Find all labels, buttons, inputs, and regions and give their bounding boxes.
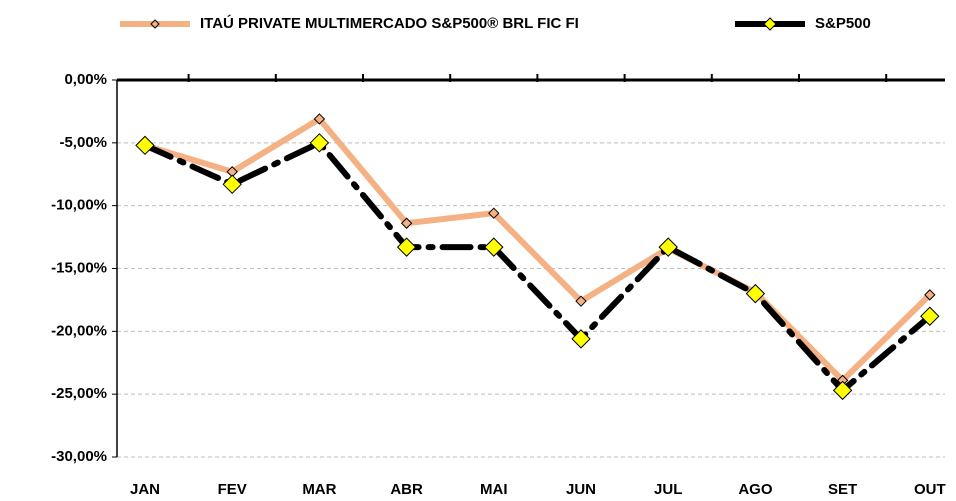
x-tick-label: JUN xyxy=(566,481,596,498)
series-line xyxy=(142,115,933,385)
marker xyxy=(658,237,678,257)
x-tick-label: JUL xyxy=(654,481,682,498)
x-tick-label: MAI xyxy=(480,481,508,498)
y-tick-label: -20,00% xyxy=(51,322,107,339)
marker xyxy=(313,113,326,125)
y-tick-label: -10,00% xyxy=(51,197,107,214)
x-tick-label: FEV xyxy=(218,481,247,498)
x-tick-label: AGO xyxy=(738,481,773,498)
legend-marker xyxy=(763,17,777,31)
marker xyxy=(924,289,936,301)
marker xyxy=(488,207,500,219)
marker xyxy=(222,174,242,195)
y-tick-label: -15,00% xyxy=(51,259,107,276)
x-tick-label: ABR xyxy=(390,481,423,498)
marker xyxy=(571,329,591,349)
x-tick-label: MAR xyxy=(302,481,336,498)
marker xyxy=(309,133,330,153)
x-tick-label: SET xyxy=(828,481,857,498)
marker xyxy=(745,283,766,304)
y-tick-label: -25,00% xyxy=(51,385,107,402)
legend-label: S&P500 xyxy=(815,15,871,32)
y-tick-label: 0,00% xyxy=(64,71,107,88)
marker xyxy=(135,135,155,156)
marker xyxy=(396,237,417,257)
marker xyxy=(920,306,940,326)
y-tick-label: -30,00% xyxy=(51,448,107,465)
series-line xyxy=(142,139,933,395)
marker xyxy=(400,217,413,229)
x-tick-label: JAN xyxy=(130,481,160,498)
marker xyxy=(575,295,587,307)
y-tick-label: -5,00% xyxy=(59,134,107,151)
marker xyxy=(484,237,504,257)
x-tick-label: OUT xyxy=(914,481,946,498)
legend-marker xyxy=(150,19,160,29)
marker xyxy=(832,380,853,401)
legend-label: ITAÚ PRIVATE MULTIMERCADO S&P500® BRL FI… xyxy=(200,14,579,32)
